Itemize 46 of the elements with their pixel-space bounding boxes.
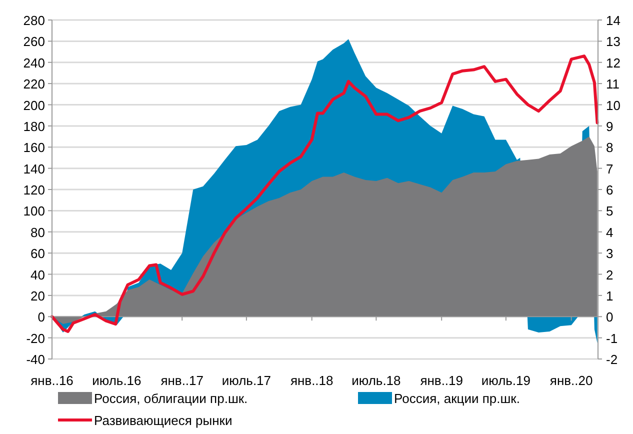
y2-tick-label: 10 — [606, 98, 620, 113]
x-tick-label: июль.19 — [481, 373, 531, 388]
y-tick-label: 280 — [23, 13, 45, 28]
y-tick-label: 180 — [23, 118, 45, 134]
y2-tick-label: 2 — [606, 267, 614, 282]
y2-tick-label: 1 — [606, 288, 614, 304]
x-tick-label: янв..18 — [290, 373, 334, 388]
y-tick-label: 0 — [38, 310, 45, 325]
y2-tick-label: 4 — [606, 224, 614, 240]
y2-tick-label: 14 — [606, 13, 620, 28]
x-tick-label: июль.17 — [222, 373, 272, 388]
y-tick-label: 40 — [30, 267, 45, 282]
y-tick-label: 220 — [23, 76, 45, 92]
x-tick-label: июль.16 — [92, 373, 142, 388]
y2-tick-label: 6 — [606, 182, 614, 198]
x-tick-label: янв..19 — [420, 373, 463, 388]
y-tick-label: 140 — [23, 161, 45, 176]
y2-tick-label: 7 — [606, 161, 614, 176]
legend-label: Россия, акции пр.шк. — [394, 391, 520, 406]
y-tick-label: -20 — [26, 330, 45, 346]
y2-tick-label: 5 — [606, 204, 614, 219]
y-tick-label: -40 — [26, 352, 45, 367]
y-tick-label: 100 — [23, 204, 45, 219]
y2-tick-label: 11 — [606, 76, 620, 92]
y-tick-label: 260 — [23, 34, 45, 50]
y2-tick-label: -1 — [606, 330, 618, 346]
legend-label: Развивающиеся рынки — [94, 413, 232, 428]
y-tick-label: 200 — [23, 98, 45, 113]
y2-tick-label: -2 — [606, 352, 618, 367]
x-tick-label: июль.18 — [352, 373, 401, 388]
y2-tick-label: 9 — [606, 118, 614, 134]
y-tick-label: 120 — [23, 182, 45, 198]
y2-tick-label: 13 — [606, 34, 620, 50]
y-tick-label: 20 — [30, 288, 45, 304]
y-tick-label: 240 — [23, 55, 45, 70]
y-tick-label: 80 — [30, 224, 45, 240]
x-tick-label: янв..17 — [160, 373, 204, 388]
x-tick-label: янв..20 — [550, 373, 593, 388]
y2-tick-label: 12 — [606, 55, 620, 70]
y-tick-label: 60 — [30, 246, 45, 262]
legend-label: Россия, облигации пр.шк. — [94, 391, 248, 406]
y2-tick-label: 3 — [606, 246, 614, 262]
x-tick-label: янв..16 — [30, 373, 74, 388]
y2-tick-label: 8 — [606, 140, 614, 156]
y-tick-label: 160 — [23, 140, 45, 156]
y2-tick-label: 0 — [606, 310, 614, 325]
